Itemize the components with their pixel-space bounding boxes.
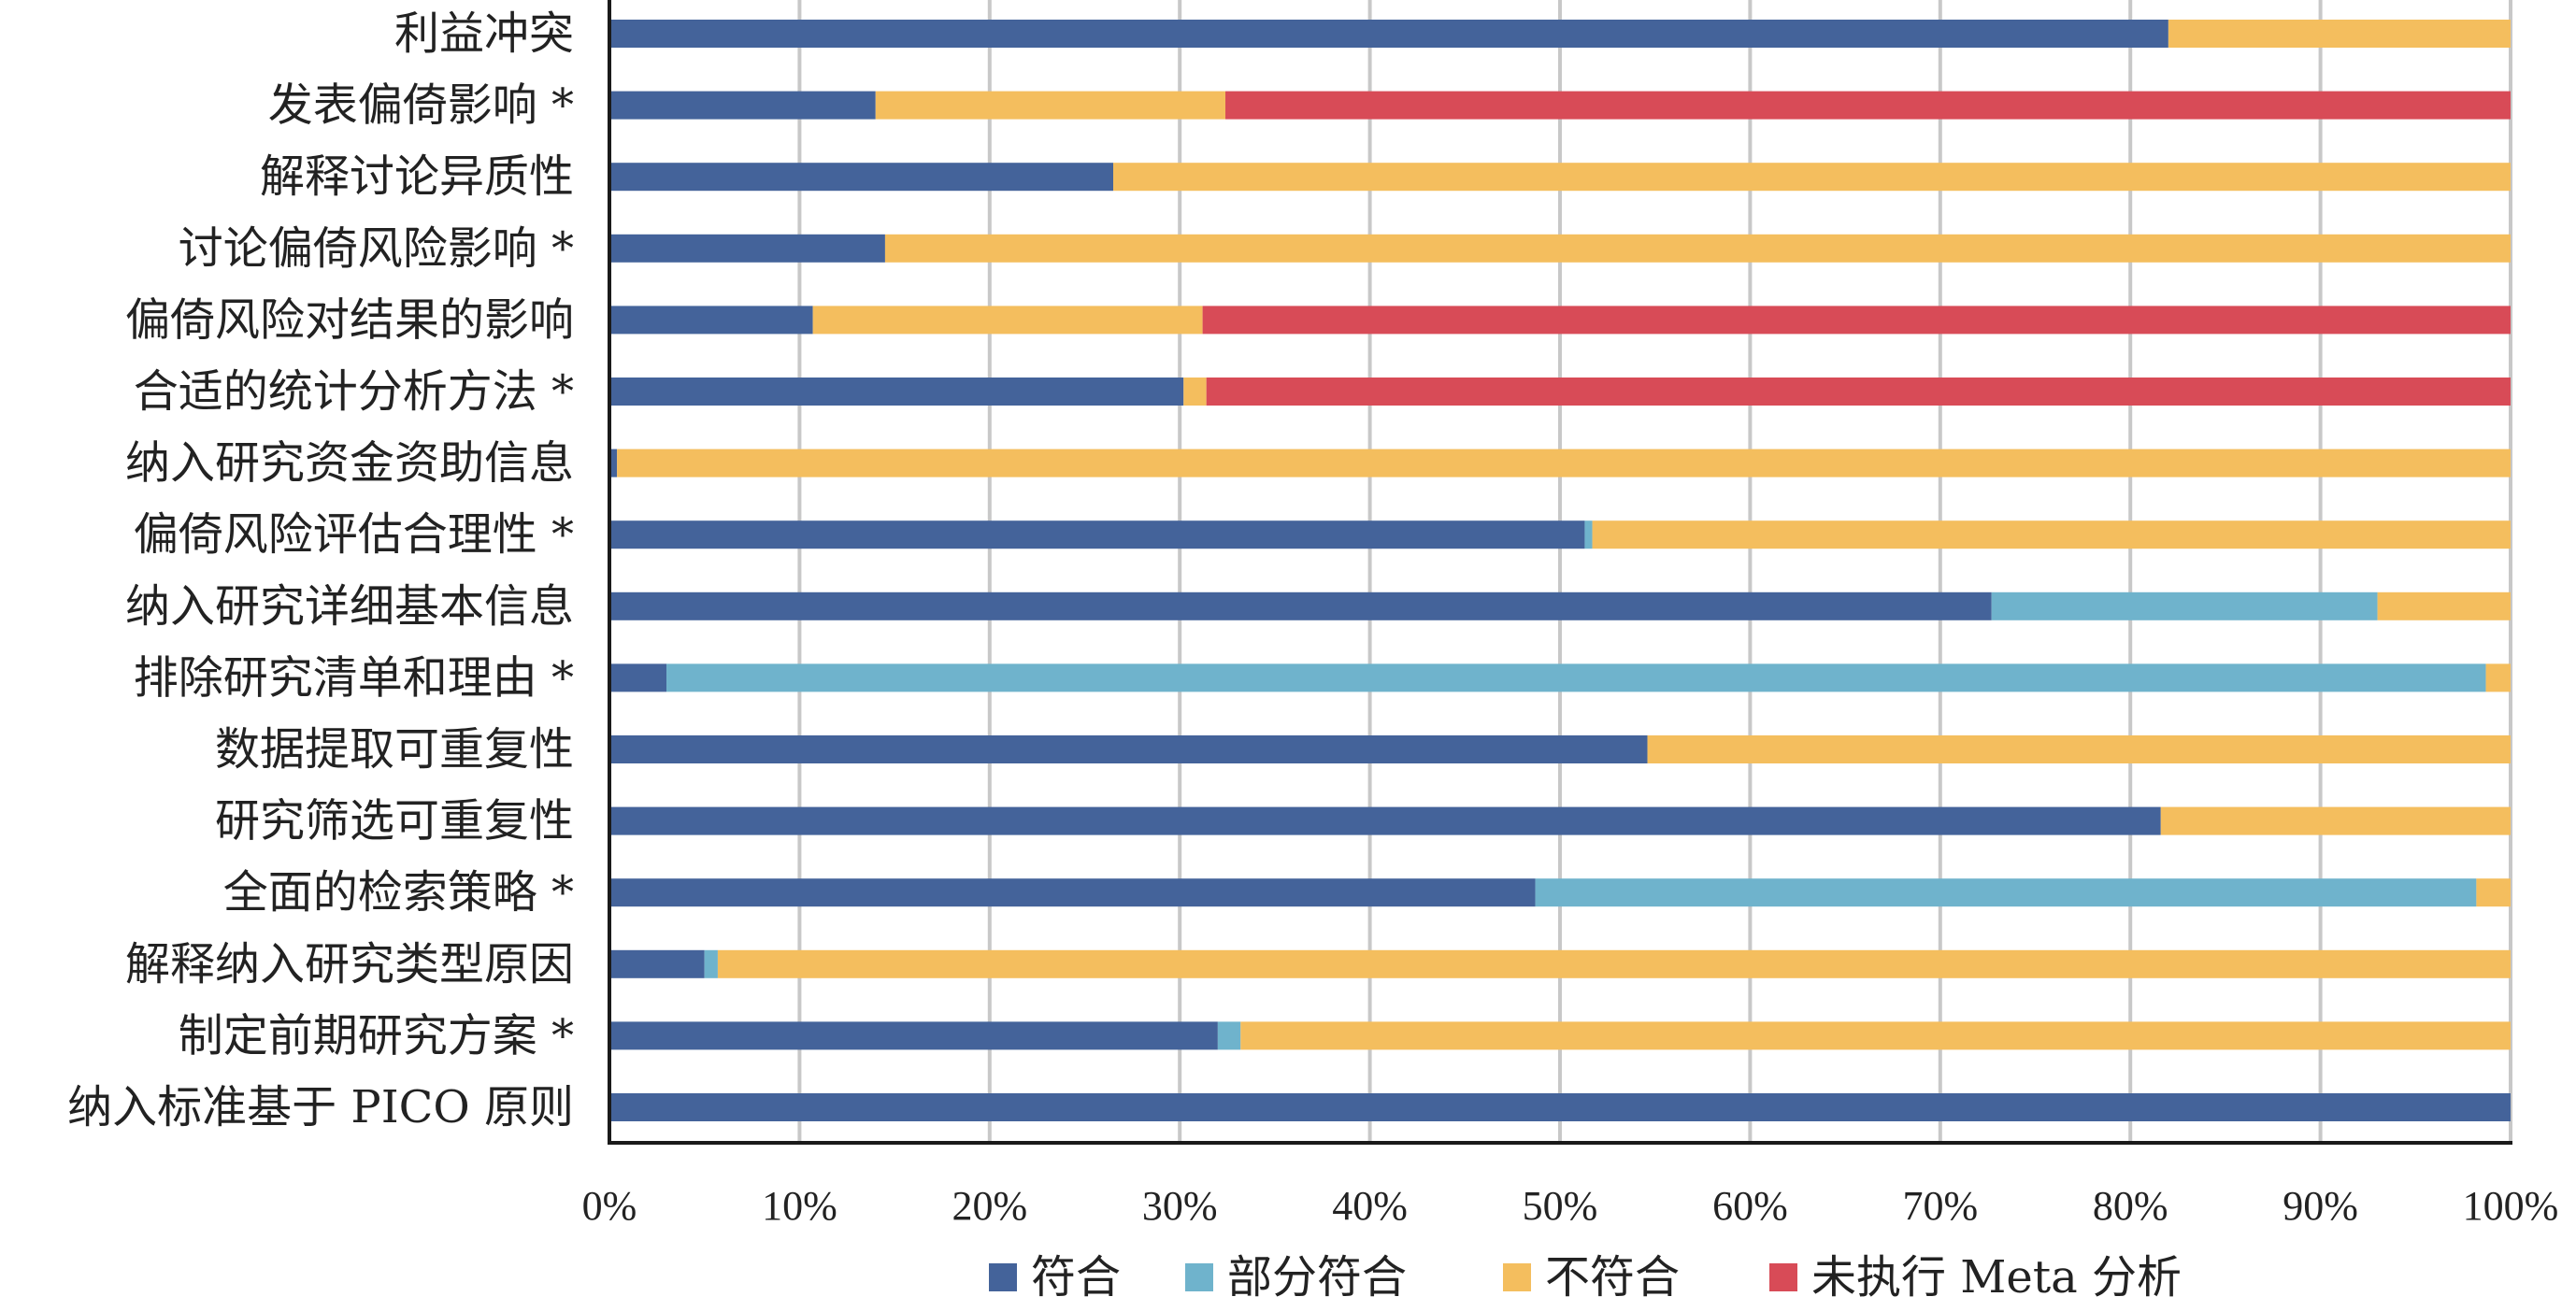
category-label: 合适的统计分析方法 * xyxy=(134,365,574,418)
legend-swatch xyxy=(1769,1263,1797,1291)
bar-segment xyxy=(609,1093,2511,1121)
category-label: 全面的检索策略 * xyxy=(223,866,574,919)
bar-segment xyxy=(609,163,1114,192)
x-tick-label: 60% xyxy=(1712,1183,1788,1229)
x-tick-label: 50% xyxy=(1523,1183,1598,1229)
category-label: 利益冲突 xyxy=(394,7,574,60)
bar-segment xyxy=(1535,878,2477,907)
bar-segment xyxy=(1647,735,2511,763)
bar-segment xyxy=(812,306,1203,335)
bar-segment xyxy=(2377,591,2511,620)
x-tick-label: 80% xyxy=(2093,1183,2168,1229)
x-tick-label: 40% xyxy=(1332,1183,1408,1229)
category-label: 制定前期研究方案 * xyxy=(179,1009,574,1062)
legend-label: 不符合 xyxy=(1545,1251,1680,1304)
category-label: 讨论偏倚风险影响 * xyxy=(179,222,574,275)
bar-segment xyxy=(875,91,1226,120)
bar-segment xyxy=(1240,1021,2511,1050)
x-tick-label: 10% xyxy=(762,1183,837,1229)
category-label: 解释纳入研究类型原因 xyxy=(125,938,574,990)
x-tick-label: 30% xyxy=(1142,1183,1218,1229)
bar-segment xyxy=(609,591,1992,620)
bar-segment xyxy=(609,449,618,477)
bar-segment xyxy=(609,735,1648,763)
legend-label: 符合 xyxy=(1031,1251,1121,1304)
x-tick-labels: 0% 10% 20% 30% 40% 50% 60% 70% 80% 90% 100% xyxy=(582,1183,2559,1229)
legend: 符合 部分符合 不符合 未执行 Meta 分析 xyxy=(989,1251,2182,1304)
category-label: 纳入标准基于 PICO 原则 xyxy=(67,1081,574,1133)
bar-segment xyxy=(717,949,2511,978)
bar-segment xyxy=(1217,1021,1241,1050)
x-tick-label: 100% xyxy=(2463,1183,2559,1229)
x-tick-label: 70% xyxy=(1902,1183,1978,1229)
bar-segment xyxy=(609,663,667,692)
bar-segment xyxy=(609,234,885,263)
legend-label: 部分符合 xyxy=(1227,1251,1407,1304)
x-tick-label: 20% xyxy=(952,1183,1027,1229)
category-label: 偏倚风险评估合理性 * xyxy=(134,508,574,561)
bar-segment xyxy=(1206,378,2511,406)
bar-segment xyxy=(609,91,876,120)
bar-segment xyxy=(609,20,2168,48)
bar-segment xyxy=(2160,806,2511,835)
bar-segment xyxy=(666,663,2486,692)
bar-segment xyxy=(1225,91,2511,120)
legend-label: 未执行 Meta 分析 xyxy=(1811,1251,2182,1304)
bar-segment xyxy=(609,306,813,335)
category-label: 纳入研究详细基本信息 xyxy=(125,580,574,633)
category-label: 纳入研究资金资助信息 xyxy=(125,437,574,490)
bar-segment xyxy=(609,878,1536,907)
category-label: 研究筛选可重复性 xyxy=(215,795,574,848)
category-label: 发表偏倚影响 * xyxy=(268,79,574,132)
bar-segment xyxy=(704,949,718,978)
category-label: 偏倚风险对结果的影响 xyxy=(125,293,574,346)
bar-segment xyxy=(609,378,1184,406)
bar-segment xyxy=(617,449,2511,477)
bar-segment xyxy=(609,949,705,978)
bar-segment xyxy=(1991,591,2378,620)
category-label: 解释讨论异质性 xyxy=(260,150,574,203)
bar-segment xyxy=(609,520,1585,549)
legend-swatch xyxy=(989,1263,1017,1291)
bar-segment xyxy=(2485,663,2511,692)
bar-segment xyxy=(609,1021,1218,1050)
legend-swatch xyxy=(1503,1263,1531,1291)
axes xyxy=(608,0,2512,1145)
bar-segment xyxy=(1113,163,2511,192)
bar-segment xyxy=(1584,520,1593,549)
bar-segment xyxy=(1592,520,2511,549)
bar-segment xyxy=(2168,20,2511,48)
bar-segment xyxy=(1183,378,1207,406)
x-tick-label: 90% xyxy=(2283,1183,2358,1229)
legend-swatch xyxy=(1185,1263,1213,1291)
bar-segment xyxy=(2476,878,2511,907)
bar-area xyxy=(609,20,2512,1121)
bar-segment xyxy=(884,234,2512,263)
bar-segment xyxy=(1202,306,2511,335)
x-tick-label: 0% xyxy=(582,1183,637,1229)
category-label: 数据提取可重复性 xyxy=(215,723,574,776)
category-label: 排除研究清单和理由 * xyxy=(134,651,574,704)
bar-segment xyxy=(609,806,2161,835)
